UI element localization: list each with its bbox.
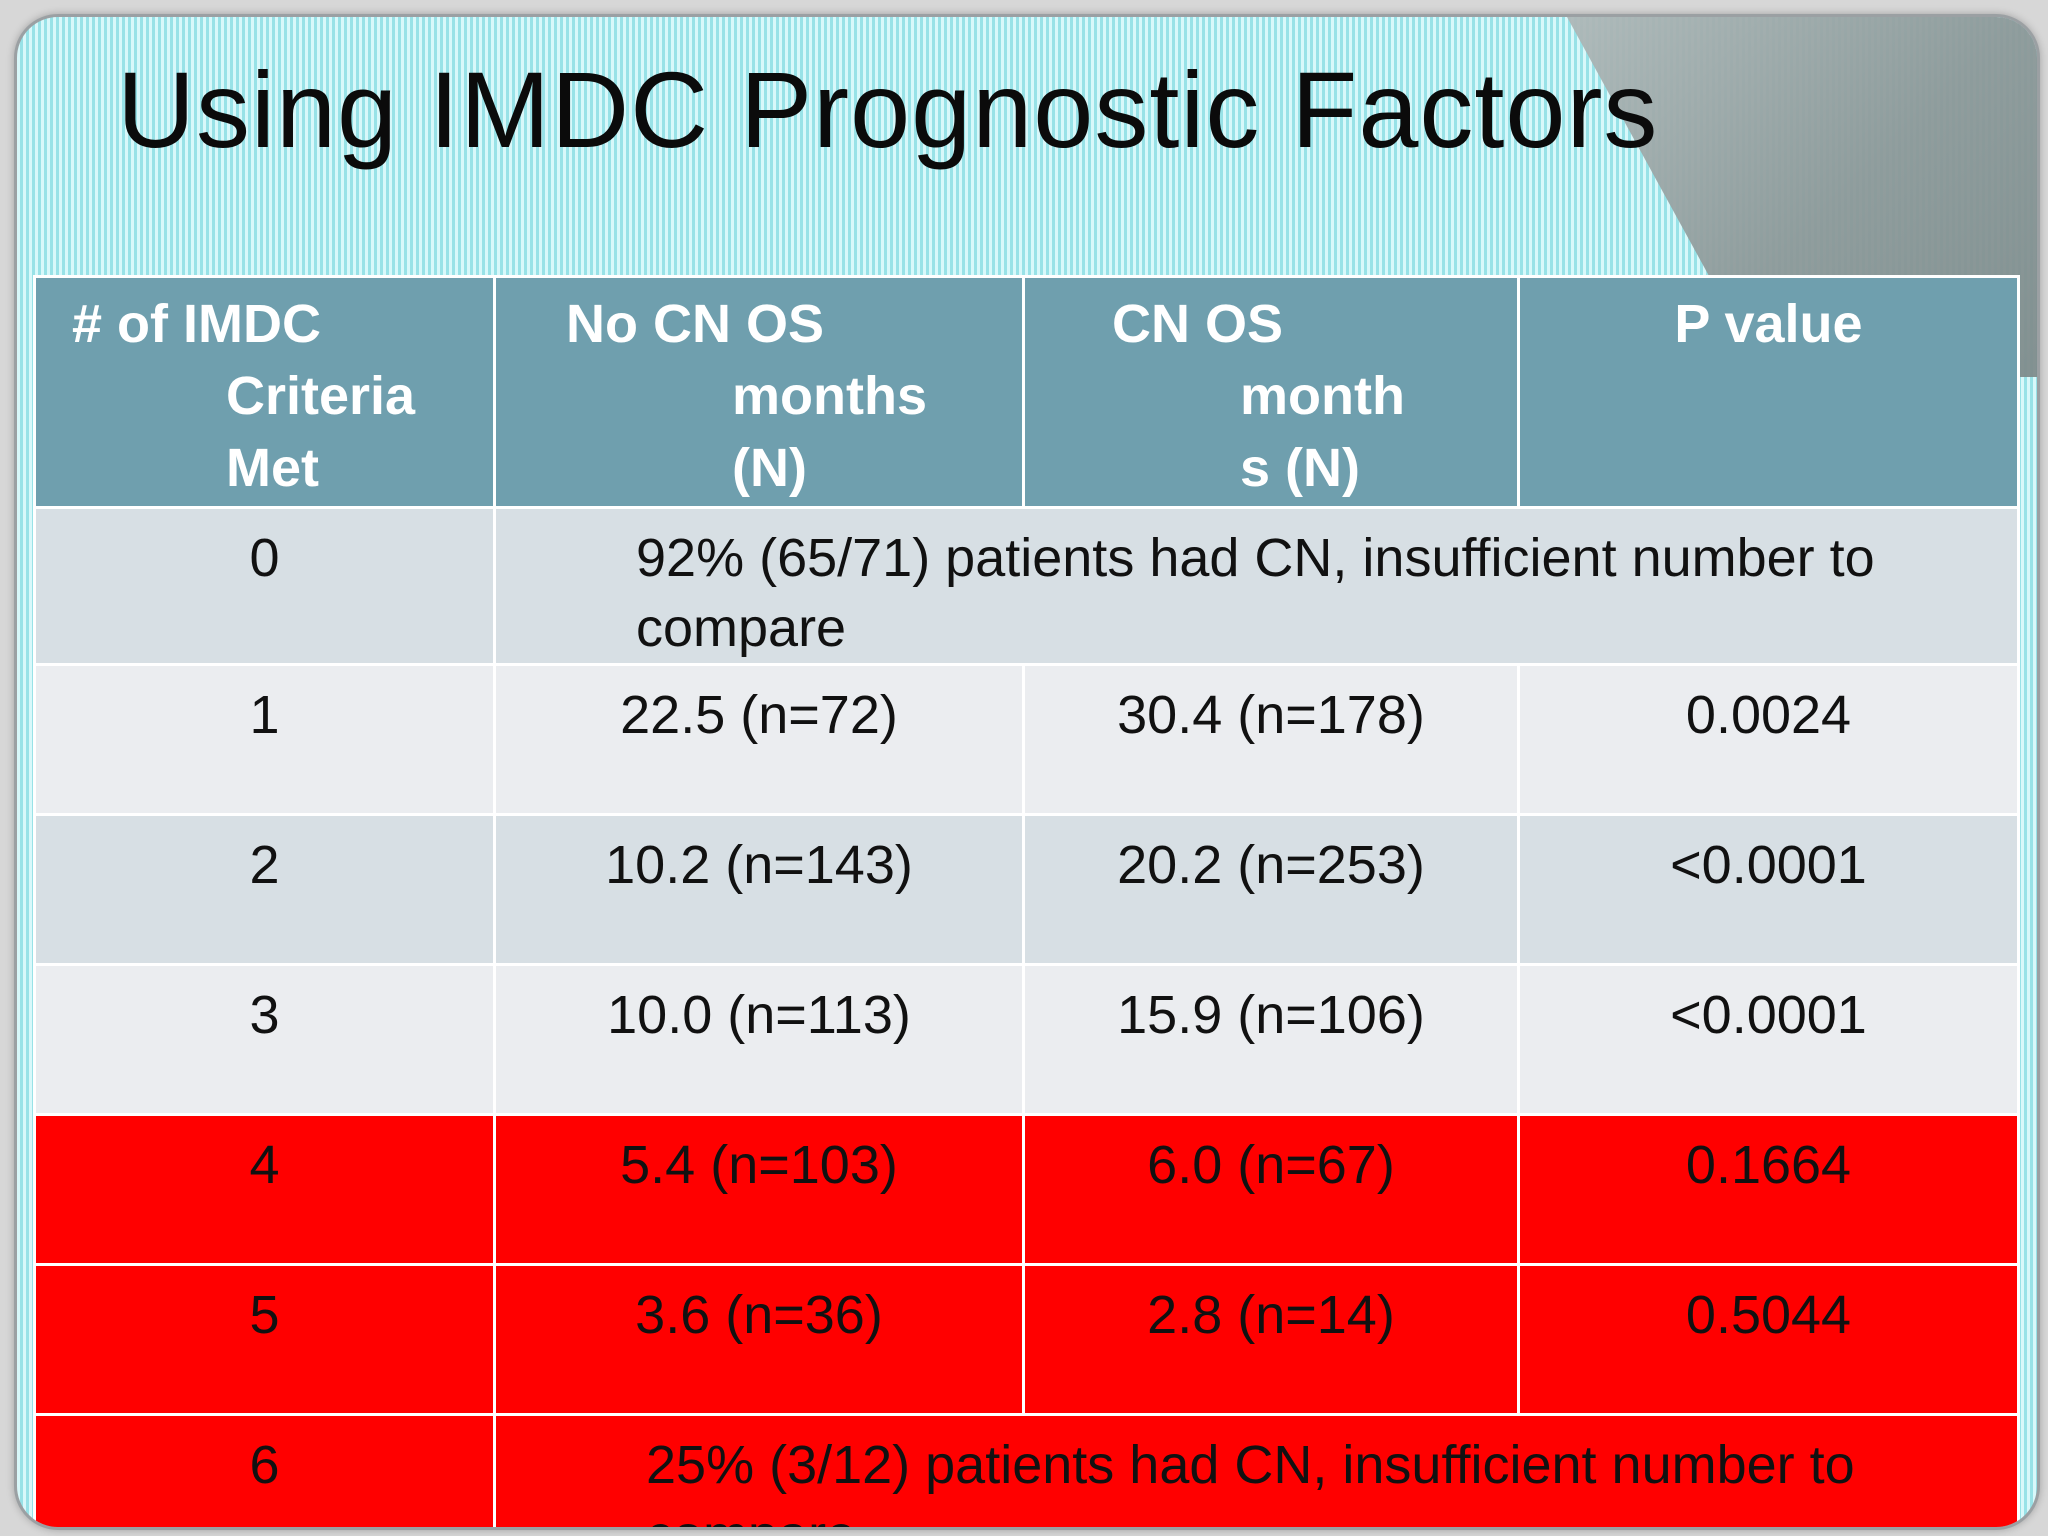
cn-os-cell: 2.8 (n=14) (1022, 1263, 1520, 1416)
header-line: # of IMDC (72, 294, 321, 354)
table-row: 1 22.5 (n=72) 30.4 (n=178) 0.0024 (33, 663, 2020, 816)
p-value-cell: 0.5044 (1517, 1263, 2020, 1416)
criteria-cell: 1 (33, 663, 496, 816)
criteria-cell: 5 (33, 1263, 496, 1416)
cn-os-cell: 6.0 (n=67) (1022, 1113, 1520, 1266)
table-header-row: # of IMDC Criteria Met No CN OS months (… (33, 275, 2020, 509)
criteria-cell: 0 (33, 506, 496, 666)
header-line: month (1240, 366, 1405, 426)
header-line: P value (1674, 294, 1863, 354)
note-line: compare (646, 1500, 2017, 1527)
no-cn-os-cell: 10.2 (n=143) (493, 813, 1025, 966)
note-line: 92% (65/71) patients had CN, insufficien… (636, 528, 1875, 588)
note-line: 25% (3/12) patients had CN, insufficient… (646, 1435, 1855, 1495)
no-cn-os-cell: 5.4 (n=103) (493, 1113, 1025, 1266)
table-row: 6 25% (3/12) patients had CN, insufficie… (33, 1413, 2020, 1527)
cn-os-cell: 20.2 (n=253) (1022, 813, 1520, 966)
p-value-cell: 0.1664 (1517, 1113, 2020, 1266)
criteria-cell: 6 (33, 1413, 496, 1527)
header-line: s (N) (1240, 438, 1360, 498)
p-value-cell: <0.0001 (1517, 963, 2020, 1116)
criteria-cell: 2 (33, 813, 496, 966)
header-line: CN OS (1112, 294, 1284, 354)
table-row: 2 10.2 (n=143) 20.2 (n=253) <0.0001 (33, 813, 2020, 966)
header-imdc-criteria: # of IMDC Criteria Met (33, 275, 496, 509)
table-row: 3 10.0 (n=113) 15.9 (n=106) <0.0001 (33, 963, 2020, 1116)
header-line: months (732, 366, 927, 426)
merged-note-cell: 92% (65/71) patients had CN, insufficien… (493, 506, 2020, 666)
header-line: (N) (732, 438, 807, 498)
table-row: 5 3.6 (n=36) 2.8 (n=14) 0.5044 (33, 1263, 2020, 1416)
p-value-cell: <0.0001 (1517, 813, 2020, 966)
slide-title: Using IMDC Prognostic Factors (117, 49, 1659, 170)
header-line: Met (226, 438, 319, 498)
header-line: Criteria (226, 366, 416, 426)
no-cn-os-cell: 10.0 (n=113) (493, 963, 1025, 1116)
header-no-cn-os: No CN OS months (N) (493, 275, 1025, 509)
header-p-value: P value (1517, 275, 2020, 509)
table-row: 0 92% (65/71) patients had CN, insuffici… (33, 506, 2020, 666)
p-value-cell: 0.0024 (1517, 663, 2020, 816)
header-line: No CN OS (566, 294, 825, 354)
header-cn-os: CN OS month s (N) (1022, 275, 1520, 509)
no-cn-os-cell: 3.6 (n=36) (493, 1263, 1025, 1416)
criteria-cell: 4 (33, 1113, 496, 1266)
cn-os-cell: 30.4 (n=178) (1022, 663, 1520, 816)
cn-os-cell: 15.9 (n=106) (1022, 963, 1520, 1116)
table-row: 4 5.4 (n=103) 6.0 (n=67) 0.1664 (33, 1113, 2020, 1266)
merged-note-cell: 25% (3/12) patients had CN, insufficient… (493, 1413, 2020, 1527)
slide: Using IMDC Prognostic Factors # of IMDC … (14, 14, 2040, 1530)
imdc-table: # of IMDC Criteria Met No CN OS months (… (33, 275, 2020, 1527)
no-cn-os-cell: 22.5 (n=72) (493, 663, 1025, 816)
note-line: compare (636, 598, 847, 658)
criteria-cell: 3 (33, 963, 496, 1116)
